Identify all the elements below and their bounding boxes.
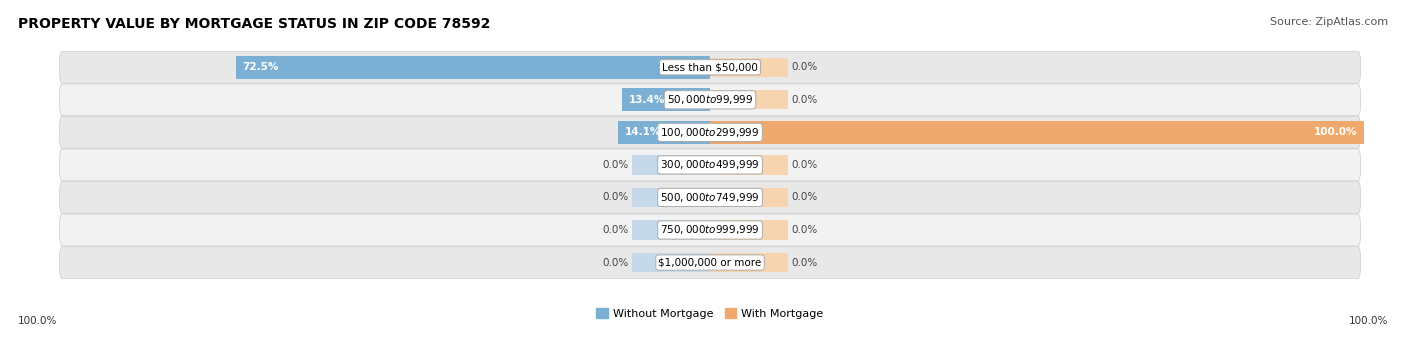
FancyBboxPatch shape xyxy=(59,246,1361,278)
Bar xyxy=(710,220,789,240)
Text: 100.0%: 100.0% xyxy=(1348,317,1388,326)
FancyBboxPatch shape xyxy=(59,214,1361,246)
Text: $100,000 to $299,999: $100,000 to $299,999 xyxy=(661,126,759,139)
Text: 0.0%: 0.0% xyxy=(602,192,628,202)
Text: $50,000 to $99,999: $50,000 to $99,999 xyxy=(666,93,754,106)
Bar xyxy=(236,56,710,79)
Bar xyxy=(617,121,710,144)
Text: 0.0%: 0.0% xyxy=(792,192,818,202)
Text: $300,000 to $499,999: $300,000 to $499,999 xyxy=(661,158,759,171)
Text: 0.0%: 0.0% xyxy=(792,95,818,105)
Text: 13.4%: 13.4% xyxy=(628,95,665,105)
Text: 100.0%: 100.0% xyxy=(18,317,58,326)
FancyBboxPatch shape xyxy=(59,84,1361,116)
Text: 72.5%: 72.5% xyxy=(243,62,278,72)
Text: 0.0%: 0.0% xyxy=(602,257,628,268)
Bar xyxy=(631,188,710,207)
Text: 0.0%: 0.0% xyxy=(792,62,818,72)
FancyBboxPatch shape xyxy=(59,149,1361,181)
Text: 14.1%: 14.1% xyxy=(624,128,661,137)
Text: $1,000,000 or more: $1,000,000 or more xyxy=(658,257,762,268)
Text: 0.0%: 0.0% xyxy=(602,225,628,235)
FancyBboxPatch shape xyxy=(59,182,1361,214)
Text: Source: ZipAtlas.com: Source: ZipAtlas.com xyxy=(1270,17,1388,27)
FancyBboxPatch shape xyxy=(59,51,1361,83)
Bar xyxy=(710,90,789,109)
Legend: Without Mortgage, With Mortgage: Without Mortgage, With Mortgage xyxy=(592,304,828,323)
Bar xyxy=(710,57,789,77)
Bar xyxy=(710,155,789,174)
Text: $500,000 to $749,999: $500,000 to $749,999 xyxy=(661,191,759,204)
Bar xyxy=(710,121,1364,144)
FancyBboxPatch shape xyxy=(59,116,1361,148)
Bar xyxy=(710,253,789,272)
Bar xyxy=(710,188,789,207)
Text: 0.0%: 0.0% xyxy=(792,225,818,235)
Bar xyxy=(631,220,710,240)
Text: 0.0%: 0.0% xyxy=(792,257,818,268)
Bar xyxy=(631,155,710,174)
Text: PROPERTY VALUE BY MORTGAGE STATUS IN ZIP CODE 78592: PROPERTY VALUE BY MORTGAGE STATUS IN ZIP… xyxy=(18,17,491,31)
Bar xyxy=(623,88,710,111)
Text: 0.0%: 0.0% xyxy=(602,160,628,170)
Text: 100.0%: 100.0% xyxy=(1313,128,1357,137)
Text: 0.0%: 0.0% xyxy=(792,160,818,170)
Bar xyxy=(631,253,710,272)
Text: $750,000 to $999,999: $750,000 to $999,999 xyxy=(661,223,759,237)
Text: Less than $50,000: Less than $50,000 xyxy=(662,62,758,72)
